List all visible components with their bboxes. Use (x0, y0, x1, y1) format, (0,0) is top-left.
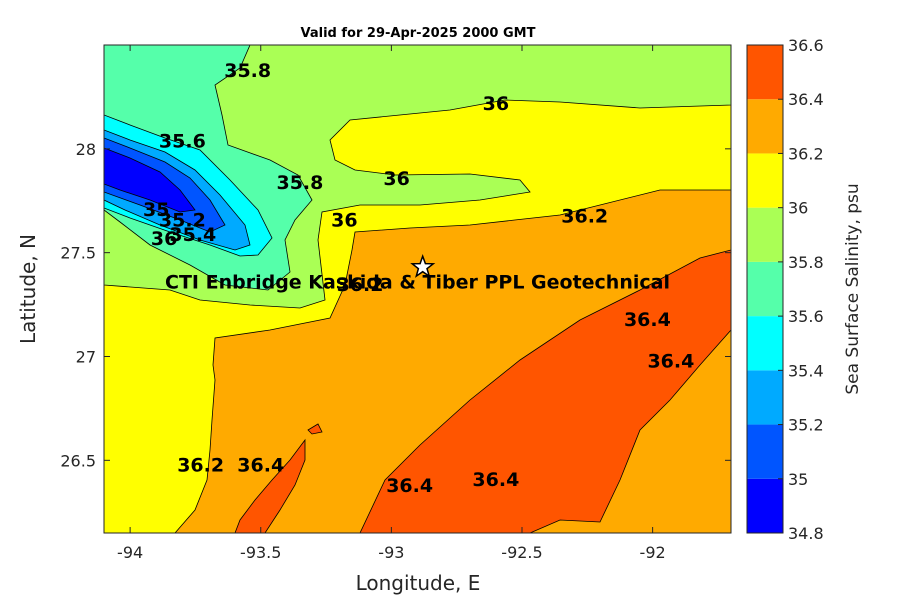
x-tick-label: -94 (117, 543, 143, 562)
contour-label: 36.4 (472, 469, 519, 491)
contour-label: 36.2 (177, 454, 224, 476)
contour-label: 36.2 (337, 274, 384, 296)
colorbar-tick-label: 36.4 (788, 90, 824, 109)
contour-label: 36.4 (237, 454, 284, 476)
x-tick-label: -93 (378, 543, 404, 562)
x-tick-label: -93.5 (240, 543, 281, 562)
colorbar-segment (747, 478, 783, 533)
colorbar-label: Sea Surface Salinity, psu (843, 183, 863, 394)
contour-label: 36.4 (624, 309, 671, 331)
contour-label: 35.2 (159, 209, 206, 231)
y-axis-label: Latitude, N (16, 234, 40, 344)
y-tick-label: 28 (76, 140, 96, 159)
colorbar-segment (747, 153, 783, 208)
x-tick-label: -92 (640, 543, 666, 562)
contour-label: 35.6 (159, 131, 206, 153)
y-tick-label: 27 (76, 347, 96, 366)
contour-label: 35.4 (169, 224, 216, 246)
contour-label: 36 (483, 93, 509, 115)
salinity-fill-34-8-to-35-0 (104, 147, 196, 213)
colorbar-tick-label: 35.6 (788, 307, 824, 326)
colorbar-segment (747, 370, 783, 425)
colorbar-segment (747, 424, 783, 479)
x-tick-label: -92.5 (501, 543, 542, 562)
contour-label: 35 (143, 199, 169, 221)
y-axis-ticks: 26.5 27 27.5 28 (60, 140, 731, 470)
colorbar-tick-label: 36 (788, 199, 808, 218)
colorbar-tick-label: 35.4 (788, 361, 824, 380)
colorbar-tick-label: 35 (788, 470, 808, 489)
contour-label: 35.8 (224, 60, 271, 82)
colorbar-segment (747, 45, 783, 100)
contour-label: 36 (331, 209, 357, 231)
colorbar-tick-label: 36.6 (788, 36, 824, 55)
salinity-fill-above-36-4-east (359, 249, 731, 533)
chart-title: Valid for 29-Apr-2025 2000 GMT (301, 26, 536, 41)
colorbar-tick-label: 35.2 (788, 416, 824, 435)
salinity-fill-above-36-4-islet (307, 423, 323, 435)
y-tick-label: 26.5 (60, 451, 96, 470)
colorbar-segment (747, 207, 783, 262)
contour-label: 36 (383, 168, 409, 190)
colorbar-tick-label: 34.8 (788, 524, 824, 543)
y-tick-label: 27.5 (60, 244, 96, 263)
x-axis-label: Longitude, E (356, 571, 481, 595)
salinity-fill-above-36-4-west (234, 438, 306, 533)
contour-label: 35.8 (276, 172, 323, 194)
colorbar-segment (747, 316, 783, 371)
contour-label: 36.4 (386, 475, 433, 497)
colorbar-frame (746, 44, 784, 534)
contour-label: 36.4 (647, 351, 694, 373)
colorbar-tick-label: 36.2 (788, 144, 824, 163)
colorbar-tick-label: 35.8 (788, 253, 824, 272)
plot-frame (103, 44, 732, 534)
colorbar-segment (747, 261, 783, 317)
site-annotation: CTI Enbridge Kaskida & Tiber PPL Geotech… (165, 272, 670, 294)
colorbar-segment (747, 99, 783, 154)
x-axis-ticks: -94 -93.5 -93 -92.5 -92 (117, 45, 666, 562)
annotation-layer: CTI Enbridge Kaskida & Tiber PPL Geotech… (165, 253, 670, 294)
contour-label: 36.2 (561, 205, 608, 227)
colorbar: 34.8 35 35.2 35.4 35.6 35.8 36 36.2 36.4 36.6 (746, 36, 824, 543)
site-star-icon (410, 253, 436, 278)
contour-label: 36 (151, 228, 177, 250)
